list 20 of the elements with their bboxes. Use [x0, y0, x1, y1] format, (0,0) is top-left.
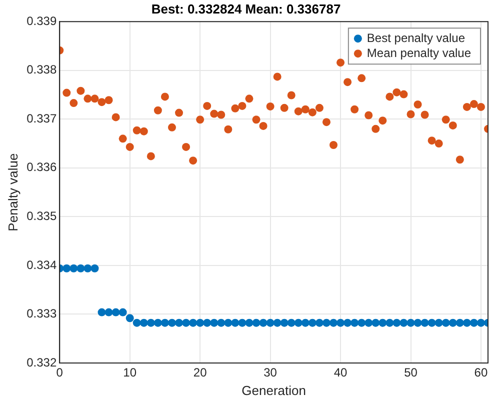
x-tick-label: 40	[334, 366, 348, 380]
x-tick-label: 30	[264, 366, 278, 380]
x-tick-label: 0	[56, 366, 64, 380]
x-tick-label: 60	[474, 366, 488, 380]
x-tick-label: 10	[123, 366, 137, 380]
y-tick-label: 0.337	[26, 111, 57, 126]
x-tick-label: 50	[404, 366, 418, 380]
legend-label: Mean penalty value	[366, 46, 472, 60]
x-tick-label: 20	[193, 366, 208, 380]
y-tick-label: 0.333	[26, 306, 57, 321]
y-axis-title: Penalty value	[5, 153, 20, 232]
y-tick-label: 0.336	[26, 160, 57, 174]
x-axis-title: Generation	[242, 382, 306, 398]
y-tick-label: 0.335	[26, 209, 57, 223]
y-tick-label: 0.339	[26, 14, 57, 28]
y-tick-label: 0.332	[26, 355, 57, 370]
y-tick-label: 0.334	[26, 258, 57, 272]
legend-label: Best penalty value	[366, 30, 466, 45]
y-tick-label: 0.338	[26, 62, 57, 77]
chart-title: Best: 0.332824 Mean: 0.336787	[151, 1, 341, 16]
